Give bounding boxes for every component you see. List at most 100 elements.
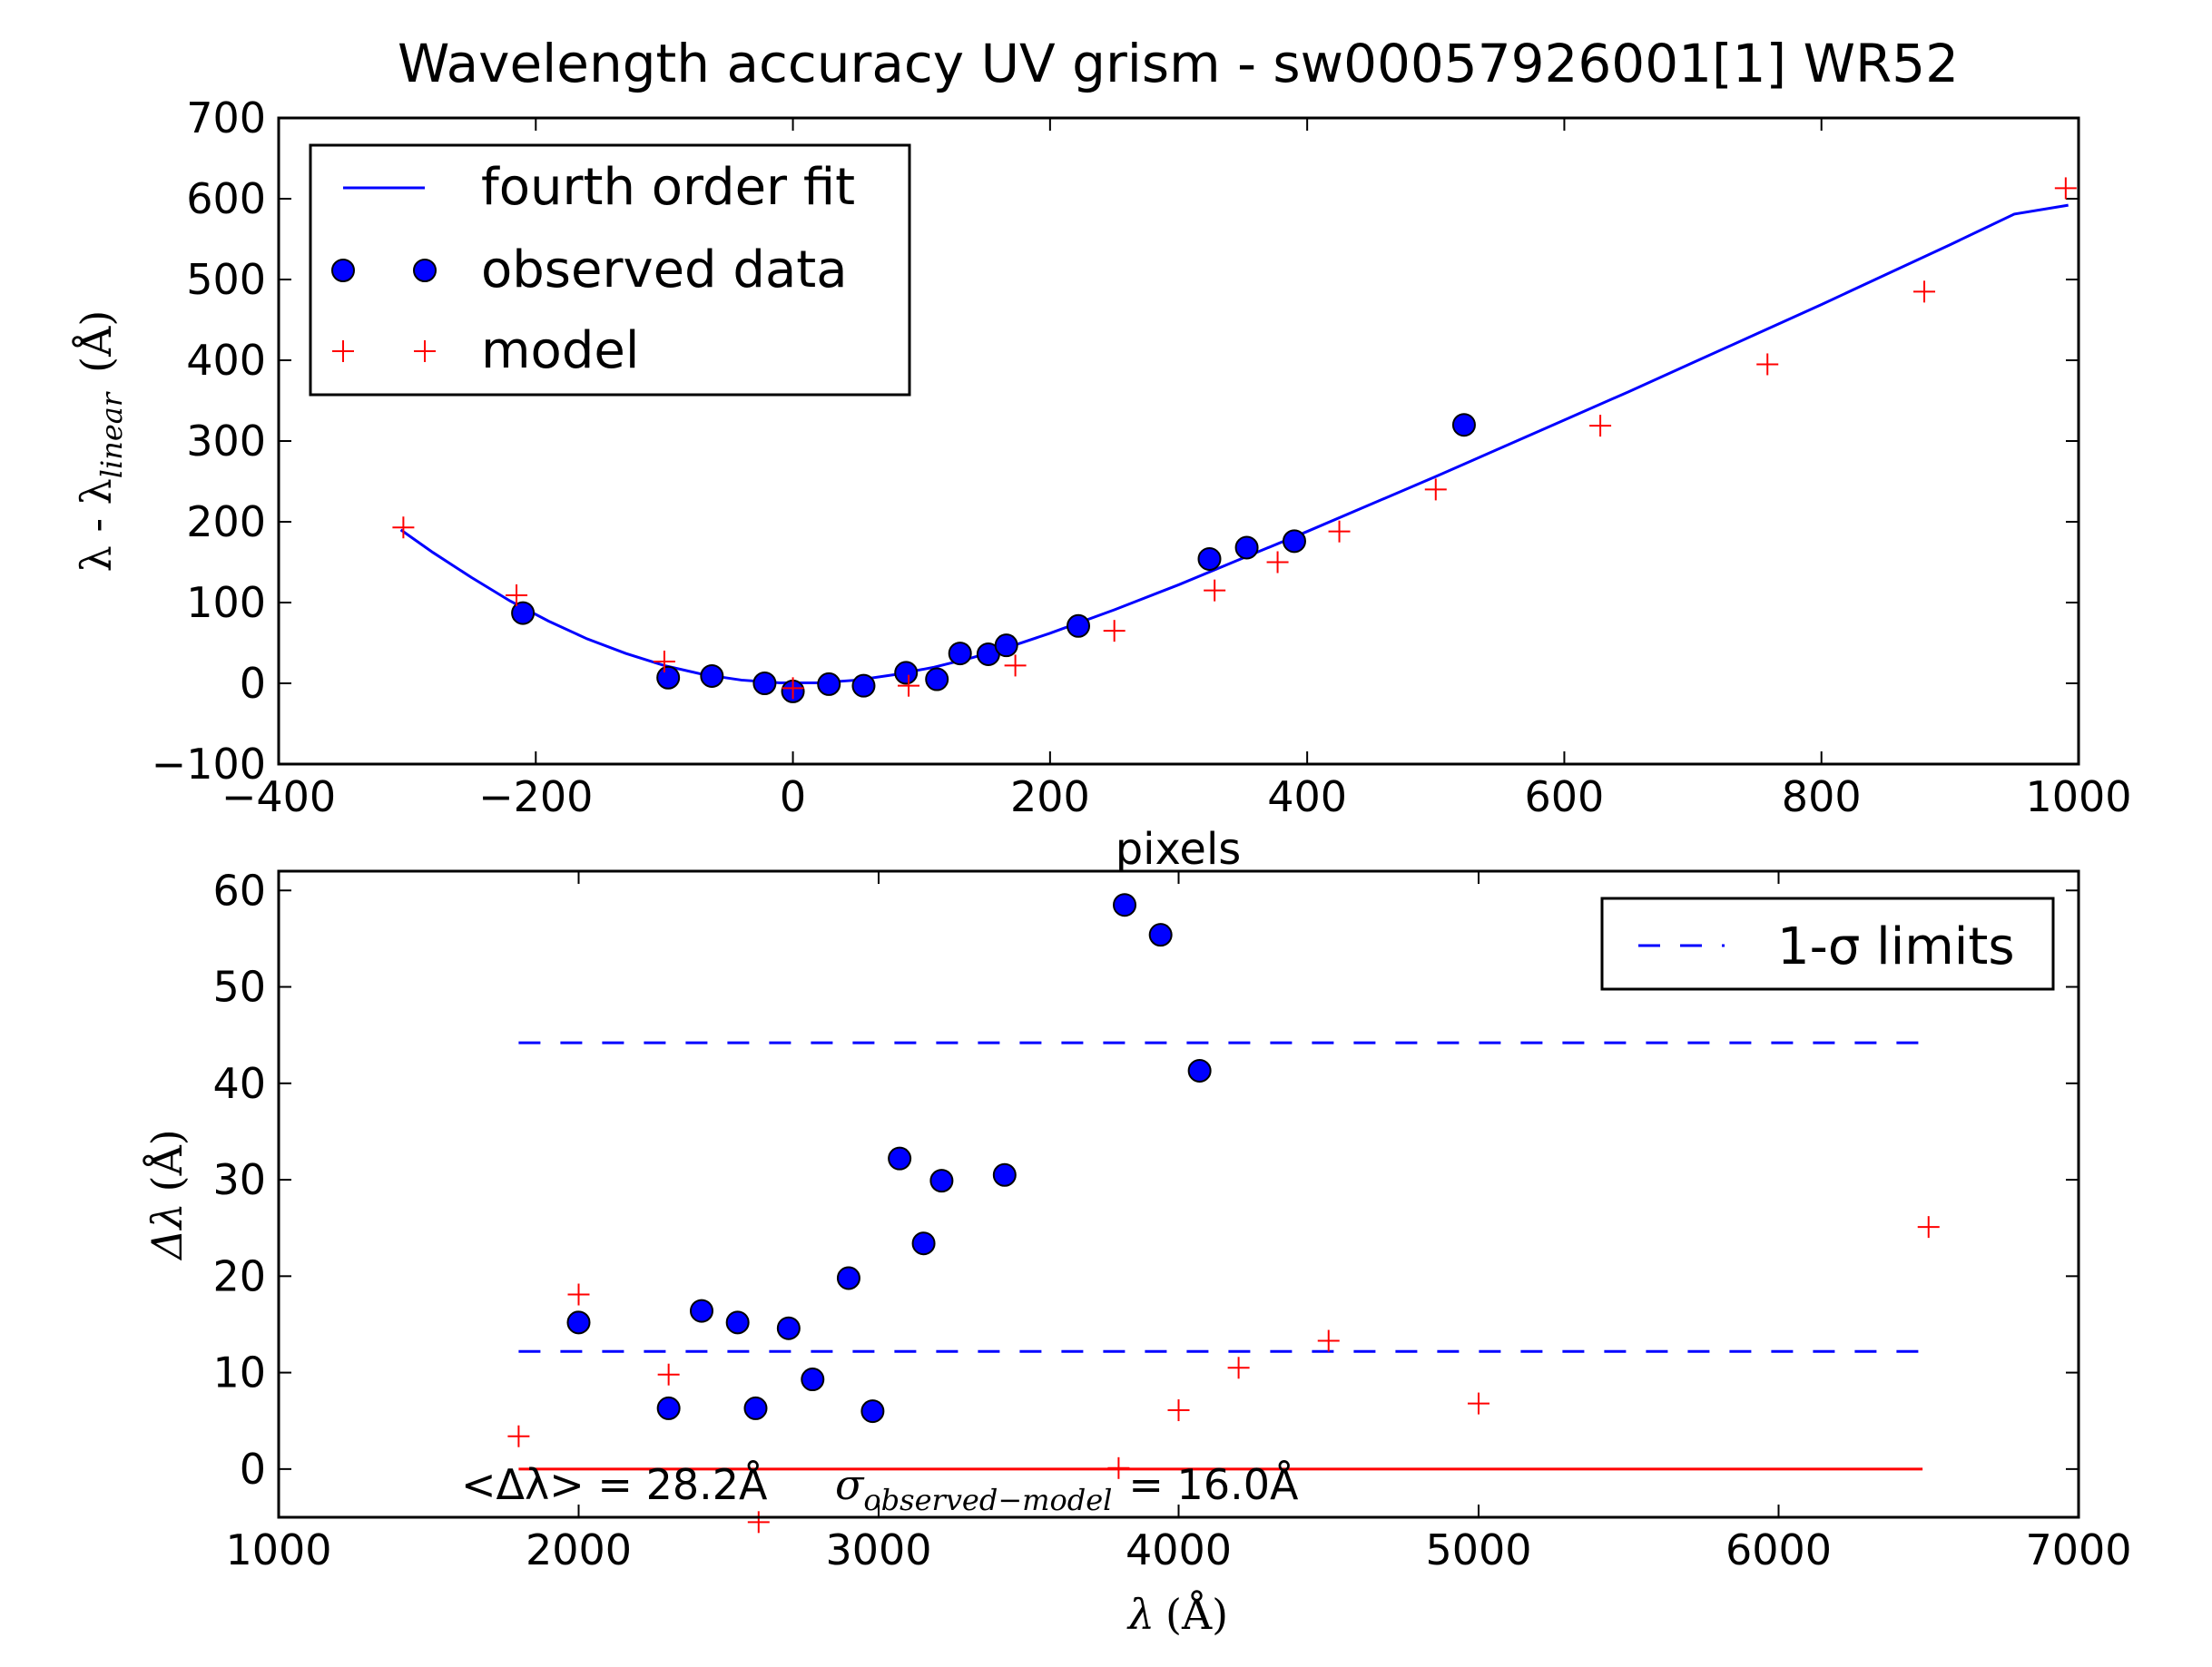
- bottom-y-label-main: Δλ: [143, 1202, 192, 1260]
- residual-model-point: [567, 1283, 590, 1306]
- x-tick-label: 1000: [2025, 772, 2131, 821]
- x-tick-label: 3000: [825, 1525, 931, 1574]
- residual-point: [1187, 1058, 1212, 1083]
- bottom-axis-ticks: 1000 2000 3000 4000 5000 6000 7000 0 10 20 30 40 50 6…: [212, 866, 2131, 1574]
- legend-observed-swatch: [331, 259, 355, 282]
- residual-model-point: [657, 1363, 680, 1386]
- x-tick-label: 200: [1010, 772, 1090, 821]
- x-tick-label: −400: [221, 772, 336, 821]
- y-tick-label: 10: [212, 1348, 266, 1397]
- y-tick-label: 700: [186, 93, 266, 142]
- residual-model-point: [1468, 1392, 1489, 1415]
- sigma-symbol: σ: [835, 1460, 865, 1509]
- y-tick-label: 300: [186, 417, 266, 466]
- residual-point: [743, 1396, 768, 1420]
- model-point: [506, 583, 528, 606]
- observed-point: [700, 663, 724, 688]
- bottom-y-axis-label: Δλ (Å): [142, 1129, 192, 1261]
- x-tick-label: −200: [478, 772, 593, 821]
- mean-annotation: <Δλ> = 28.2Å: [461, 1460, 768, 1509]
- stats-annotation: <Δλ> = 28.2Å σobserved−model = 16.0Å: [461, 1460, 1299, 1517]
- top-legend: fourth order fit observed data model: [309, 143, 911, 397]
- top-y-label-sub: linear: [94, 391, 129, 478]
- observed-point: [817, 672, 841, 696]
- top-y-label-main: λ - λ: [72, 478, 121, 572]
- model-point: [653, 650, 675, 672]
- top-axis-ticks: −400 −200 0 200 400 600 800 1000 −100 0 100 200 300 4…: [152, 93, 2132, 821]
- y-tick-label: 0: [240, 659, 266, 708]
- observed-point: [1451, 413, 1476, 437]
- y-tick-label: 0: [240, 1445, 266, 1494]
- residual-point: [911, 1231, 936, 1256]
- x-tick-label: 2000: [526, 1525, 632, 1574]
- chart-title: Wavelength accuracy UV grism - sw0005792…: [398, 33, 1959, 94]
- legend-limits-label: 1-σ limits: [1777, 917, 2015, 976]
- model-point: [1204, 579, 1226, 602]
- y-tick-label: 60: [212, 866, 266, 915]
- y-tick-label: 200: [186, 497, 266, 546]
- observed-point: [511, 601, 536, 625]
- y-tick-label: 100: [186, 578, 266, 627]
- bottom-y-label-unit: (Å): [142, 1129, 192, 1191]
- x-tick-label: 800: [1782, 772, 1862, 821]
- bottom-chart-panel: 1000 2000 3000 4000 5000 6000 7000 0 10 20 30 40 50 6…: [142, 866, 2132, 1639]
- bottom-x-axis-label: λ (Å): [1126, 1589, 1228, 1639]
- fit-line: [399, 203, 2069, 685]
- y-tick-label: 50: [212, 963, 266, 1012]
- top-y-label-unit: (Å): [71, 310, 121, 373]
- bottom-legend: 1-σ limits: [1600, 897, 2055, 991]
- observed-point: [894, 661, 919, 685]
- observed-point: [752, 672, 777, 695]
- y-tick-label: 20: [212, 1251, 266, 1300]
- observed-point: [1197, 546, 1222, 571]
- residual-model-point: [747, 1511, 770, 1534]
- x-tick-label: 7000: [2025, 1525, 2131, 1574]
- sigma-subscript: observed−model: [863, 1483, 1112, 1517]
- model-point: [782, 677, 804, 700]
- legend-observed-swatch: [413, 259, 437, 282]
- observed-point: [925, 667, 949, 691]
- residual-point: [836, 1266, 860, 1290]
- residual-model-point: [1317, 1329, 1340, 1352]
- residual-point: [566, 1310, 591, 1335]
- bottom-plot-frame: [277, 869, 2080, 1519]
- model-point: [1328, 520, 1351, 543]
- top-plot-frame: [277, 116, 2080, 766]
- model-point: [1103, 620, 1126, 642]
- model-point: [1913, 280, 1936, 303]
- residual-point: [1148, 923, 1173, 947]
- residual-point: [1113, 893, 1137, 917]
- x-tick-label: 600: [1525, 772, 1605, 821]
- model-point: [1589, 415, 1612, 437]
- bottom-x-label-unit: (Å): [1165, 1589, 1228, 1639]
- observed-point: [948, 642, 972, 666]
- model-point: [898, 674, 920, 697]
- legend-observed-label: observed data: [481, 240, 848, 299]
- observed-point: [1234, 535, 1259, 560]
- limits-lines-layer: [518, 1041, 1923, 1471]
- model-point: [1266, 551, 1289, 574]
- residual-points-layer: [566, 893, 1212, 1424]
- residual-point: [656, 1396, 681, 1420]
- top-x-axis-label: pixels: [1116, 824, 1242, 875]
- legend-fit-label: fourth order fit: [481, 158, 855, 217]
- residual-point: [801, 1368, 825, 1392]
- observed-point: [1067, 613, 1091, 638]
- sigma-annotation: σobserved−model = 16.0Å: [835, 1460, 1299, 1517]
- observed-point: [851, 673, 876, 698]
- model-point: [1004, 654, 1027, 677]
- x-tick-label: 6000: [1725, 1525, 1832, 1574]
- residual-model-point: [1107, 1456, 1130, 1479]
- observed-points-layer: [511, 413, 1476, 703]
- residual-point: [929, 1169, 954, 1193]
- x-tick-label: 4000: [1126, 1525, 1232, 1574]
- residual-point: [888, 1146, 912, 1171]
- residual-model-point: [1227, 1357, 1250, 1379]
- y-tick-label: 30: [212, 1155, 266, 1204]
- x-tick-label: 1000: [225, 1525, 331, 1574]
- x-tick-label: 5000: [1425, 1525, 1531, 1574]
- bottom-x-label-main: λ: [1126, 1590, 1155, 1639]
- y-tick-label: 40: [212, 1059, 266, 1108]
- bottom-legend-frame: [1600, 897, 2055, 991]
